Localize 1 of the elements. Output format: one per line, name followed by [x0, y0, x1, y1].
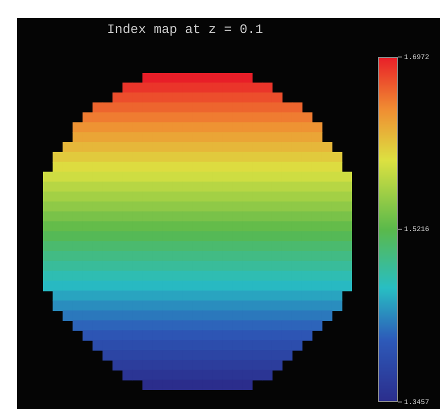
chart-title: Index map at z = 0.1 [106, 22, 264, 37]
